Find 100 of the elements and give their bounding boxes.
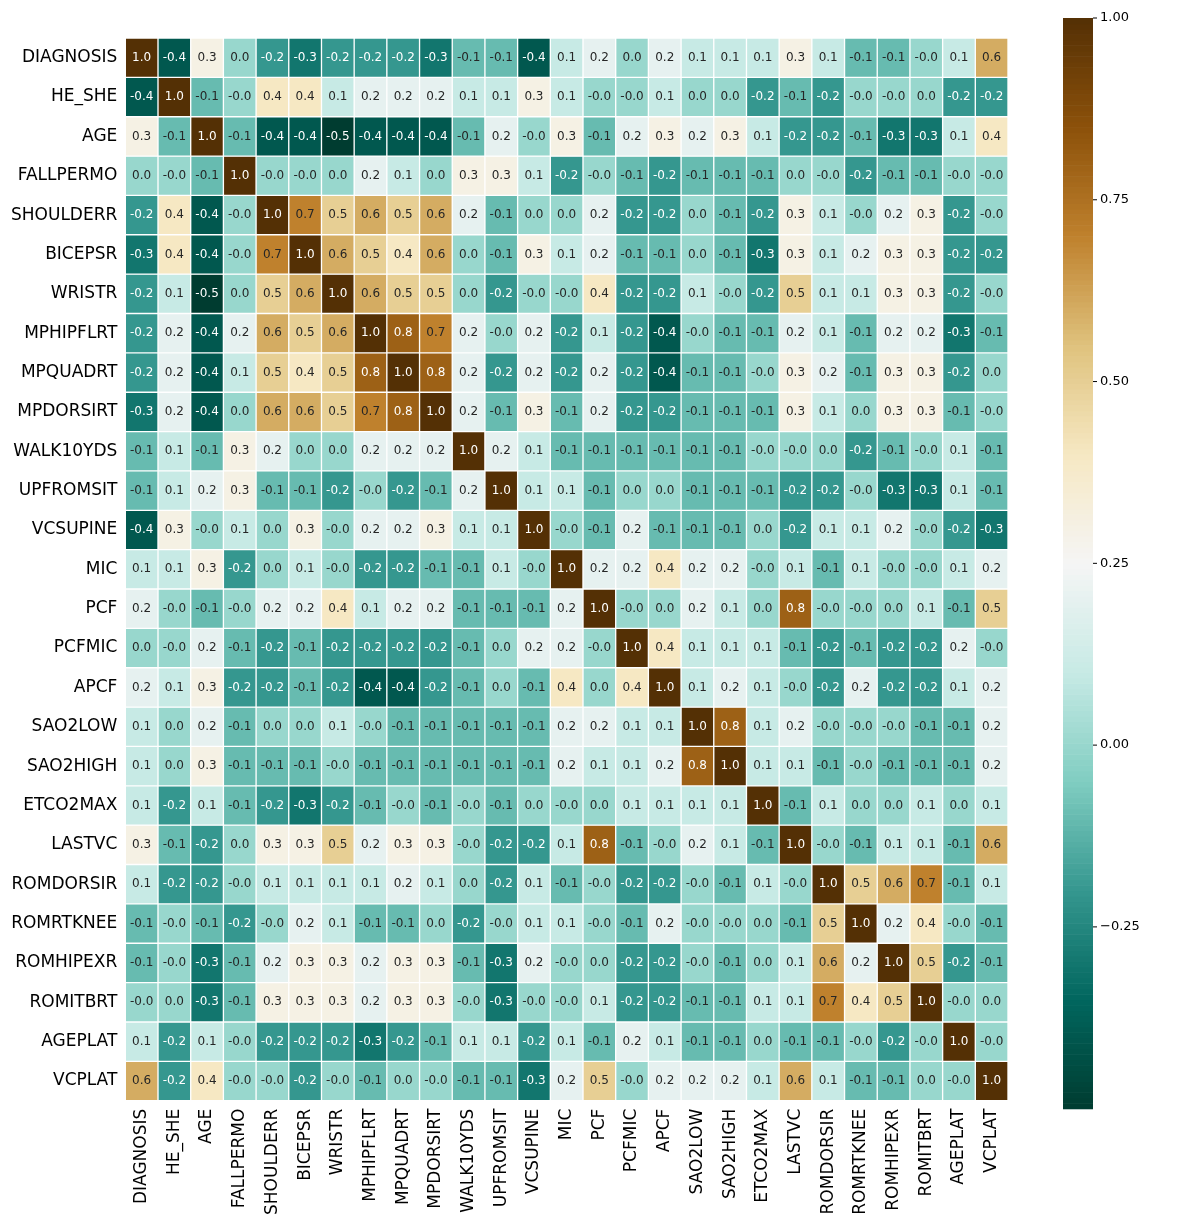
data-label: 0.1 bbox=[328, 718, 348, 733]
data-label: -0.1 bbox=[685, 522, 710, 537]
data-label: -0.0 bbox=[816, 836, 840, 851]
y-tick-label: AGEPLAT bbox=[41, 1030, 118, 1051]
data-label: 0.2 bbox=[622, 561, 642, 576]
data-label: -0.1 bbox=[816, 758, 840, 773]
data-label: 0.2 bbox=[459, 404, 479, 419]
data-label: 0.2 bbox=[524, 955, 544, 970]
data-label: -0.2 bbox=[522, 1033, 546, 1048]
data-label: 0.1 bbox=[557, 246, 577, 261]
data-label: 0.5 bbox=[818, 915, 838, 930]
data-label: -0.2 bbox=[260, 679, 285, 694]
data-label: 0.1 bbox=[949, 679, 969, 694]
data-label: -0.4 bbox=[391, 128, 415, 143]
data-label: -0.1 bbox=[979, 325, 1004, 340]
data-label: -0.0 bbox=[849, 482, 873, 497]
data-label: -0.1 bbox=[718, 364, 742, 379]
data-label: -0.2 bbox=[979, 89, 1004, 104]
data-label: -0.0 bbox=[391, 797, 415, 812]
data-label: -0.0 bbox=[260, 1073, 285, 1088]
data-label: -0.2 bbox=[326, 482, 350, 497]
data-label: -0.1 bbox=[456, 49, 481, 64]
data-label: -0.2 bbox=[228, 561, 252, 576]
data-label: 0.1 bbox=[753, 640, 773, 655]
data-label: 0.6 bbox=[785, 1073, 806, 1088]
data-label: -0.3 bbox=[947, 325, 971, 340]
data-label: -0.2 bbox=[849, 167, 873, 182]
data-label: 0.2 bbox=[622, 128, 642, 143]
data-label: 0.1 bbox=[753, 1073, 773, 1088]
data-label: -0.1 bbox=[195, 167, 219, 182]
x-tick-label: PCF bbox=[587, 1108, 608, 1141]
data-label: 1.0 bbox=[524, 522, 544, 537]
y-tick-label: ROMDORSIR bbox=[11, 872, 118, 893]
data-label: 0.2 bbox=[262, 600, 282, 615]
data-label: -0.4 bbox=[195, 207, 219, 222]
data-label: -0.1 bbox=[162, 836, 187, 851]
data-label: 0.3 bbox=[884, 404, 904, 419]
data-label: -0.4 bbox=[424, 128, 448, 143]
data-label: -0.5 bbox=[195, 285, 219, 300]
data-label: -0.2 bbox=[816, 482, 840, 497]
data-label: 0.6 bbox=[982, 836, 1002, 851]
data-label: -0.0 bbox=[914, 522, 938, 537]
data-label: 0.2 bbox=[262, 443, 282, 458]
data-label: -0.3 bbox=[129, 246, 154, 261]
data-label: 0.0 bbox=[426, 167, 446, 182]
data-label: -0.2 bbox=[195, 836, 219, 851]
data-label: -0.2 bbox=[129, 207, 154, 222]
data-label: -0.1 bbox=[489, 600, 513, 615]
data-label: 0.5 bbox=[328, 836, 348, 851]
data-label: 0.5 bbox=[393, 285, 413, 300]
data-label: -0.4 bbox=[653, 325, 677, 340]
data-label: 0.0 bbox=[164, 718, 184, 733]
data-label: -0.3 bbox=[358, 1033, 383, 1048]
data-label: -0.0 bbox=[816, 600, 840, 615]
data-label: 0.4 bbox=[295, 364, 315, 379]
data-label: 0.0 bbox=[524, 797, 544, 812]
data-label: -0.0 bbox=[685, 955, 710, 970]
data-label: -0.1 bbox=[293, 679, 317, 694]
data-label: 0.2 bbox=[393, 443, 413, 458]
data-label: 0.1 bbox=[884, 836, 904, 851]
data-label: 0.2 bbox=[884, 522, 904, 537]
data-label: 0.1 bbox=[295, 561, 315, 576]
data-label: 0.2 bbox=[720, 1073, 740, 1088]
data-label: 0.1 bbox=[132, 1033, 152, 1048]
data-label: 0.2 bbox=[916, 325, 936, 340]
data-label: 0.8 bbox=[393, 325, 413, 340]
data-label: -0.2 bbox=[391, 49, 415, 64]
data-label: 0.2 bbox=[687, 600, 707, 615]
data-label: -0.0 bbox=[881, 89, 906, 104]
data-label: 0.3 bbox=[393, 994, 413, 1009]
data-label: 0.8 bbox=[785, 600, 806, 615]
data-label: 0.2 bbox=[949, 640, 969, 655]
data-label: -0.3 bbox=[914, 482, 938, 497]
data-label: -0.1 bbox=[228, 758, 252, 773]
data-label: 0.2 bbox=[524, 640, 544, 655]
data-label: 0.3 bbox=[524, 246, 544, 261]
data-label: 0.1 bbox=[818, 285, 838, 300]
data-label: 0.1 bbox=[197, 797, 217, 812]
data-label: 0.3 bbox=[262, 836, 282, 851]
data-label: 0.1 bbox=[720, 640, 740, 655]
data-label: 0.0 bbox=[589, 679, 609, 694]
data-label: 0.0 bbox=[884, 797, 904, 812]
data-label: -0.0 bbox=[620, 1073, 644, 1088]
data-label: 0.8 bbox=[687, 758, 707, 773]
data-label: 0.0 bbox=[589, 797, 609, 812]
data-label: 0.1 bbox=[524, 167, 544, 182]
data-label: -0.0 bbox=[587, 640, 612, 655]
data-label: -0.2 bbox=[653, 167, 677, 182]
data-label: 0.5 bbox=[393, 207, 413, 222]
y-tick-label: BICEPSR bbox=[45, 242, 118, 263]
data-label: 0.1 bbox=[687, 679, 707, 694]
data-label: 0.6 bbox=[132, 1073, 152, 1088]
data-label: -0.0 bbox=[522, 285, 546, 300]
data-label: -0.1 bbox=[456, 679, 481, 694]
data-label: 0.0 bbox=[589, 955, 609, 970]
y-tick-label: PCFMIC bbox=[53, 636, 118, 657]
data-label: -0.1 bbox=[653, 443, 677, 458]
data-label: -0.2 bbox=[620, 994, 644, 1009]
data-label: 0.3 bbox=[230, 443, 250, 458]
data-label: -0.1 bbox=[554, 404, 579, 419]
